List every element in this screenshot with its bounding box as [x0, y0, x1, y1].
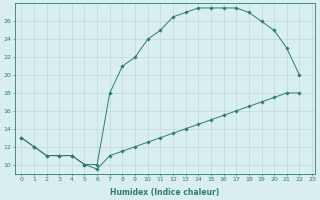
X-axis label: Humidex (Indice chaleur): Humidex (Indice chaleur) [110, 188, 220, 197]
